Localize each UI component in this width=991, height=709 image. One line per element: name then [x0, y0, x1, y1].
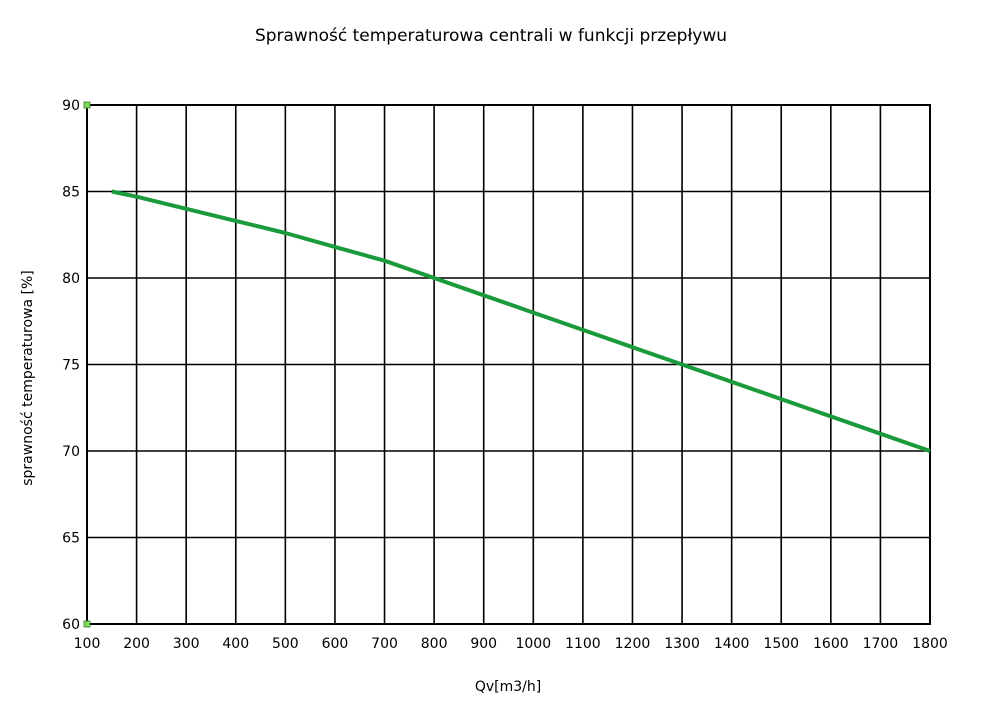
x-tick-label: 300: [173, 636, 200, 652]
x-tick-label: 700: [371, 636, 398, 652]
y-tick-label: 75: [62, 358, 80, 374]
y-axis-bottom-marker: [83, 620, 91, 628]
x-tick-label: 1300: [664, 636, 700, 652]
x-tick-label: 1400: [714, 636, 750, 652]
series-layer: [111, 189, 931, 453]
x-tick-label: 900: [470, 636, 497, 652]
x-tick-label: 1100: [565, 636, 601, 652]
y-axis-top-marker: [83, 101, 91, 109]
x-axis-label: Qv[m3/h]: [475, 679, 541, 695]
plot-border: [86, 104, 931, 625]
y-axis-ticks: 60 65 70 75 80 85 90: [62, 98, 80, 633]
x-tick-label: 500: [272, 636, 299, 652]
x-tick-label: 1200: [615, 636, 651, 652]
grid: [86, 104, 931, 625]
x-tick-label: 400: [222, 636, 249, 652]
y-tick-label: 65: [62, 531, 80, 547]
y-tick-label: 85: [62, 185, 80, 201]
y-tick-label: 80: [62, 271, 80, 287]
y-axis-label: sprawność temperaturowa [%]: [20, 270, 36, 486]
y-tick-label: 70: [62, 444, 80, 460]
chart-title: Sprawność temperaturowa centrali w funkc…: [255, 26, 727, 46]
x-tick-label: 800: [421, 636, 448, 652]
x-tick-label: 1500: [763, 636, 799, 652]
series-line: [111, 189, 931, 453]
y-tick-label: 90: [62, 98, 80, 114]
y-tick-label: 60: [62, 617, 80, 633]
x-tick-label: 100: [74, 636, 101, 652]
x-tick-label: 600: [322, 636, 349, 652]
x-tick-label: 1800: [912, 636, 948, 652]
x-tick-label: 1600: [813, 636, 849, 652]
x-tick-label: 1700: [863, 636, 899, 652]
plot-frame: [86, 104, 931, 625]
x-tick-label: 200: [123, 636, 150, 652]
x-axis-ticks: 100 200 300 400 500 600 700 800 900 1000 1100 1200 1…: [74, 636, 948, 652]
axis-markers: [83, 101, 91, 628]
x-tick-label: 1000: [515, 636, 551, 652]
